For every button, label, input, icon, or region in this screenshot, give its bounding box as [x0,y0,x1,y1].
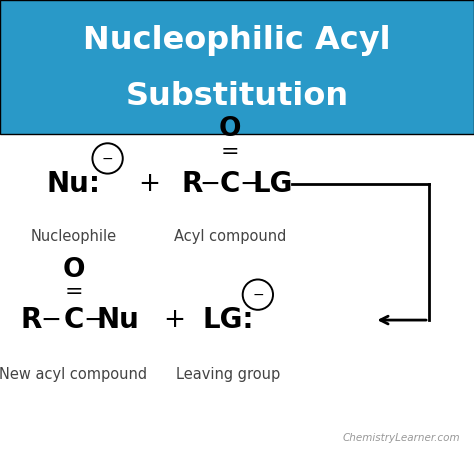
Text: Nu:: Nu: [46,170,100,198]
Text: −: − [83,308,104,332]
Text: Nucleophilic Acyl: Nucleophilic Acyl [83,25,391,56]
Text: ChemistryLearner.com: ChemistryLearner.com [342,433,460,443]
Text: −: − [102,152,113,165]
Text: Substitution: Substitution [126,81,348,112]
Text: =: = [64,282,83,302]
Text: −: − [239,172,260,196]
Text: Leaving group: Leaving group [176,367,281,382]
Text: +: + [138,171,160,197]
Text: LG:: LG: [203,306,254,334]
Text: C: C [220,170,240,198]
Text: −: − [252,288,264,301]
Text: R: R [20,306,42,334]
Text: −: − [200,172,220,196]
Text: New acyl compound: New acyl compound [0,367,147,382]
Text: R: R [181,170,203,198]
Text: O: O [219,116,241,143]
Text: Nu: Nu [96,306,139,334]
Text: +: + [164,307,185,333]
Text: =: = [220,142,239,162]
Text: LG: LG [252,170,293,198]
Text: O: O [62,257,85,283]
Text: C: C [64,306,83,334]
Text: Acyl compound: Acyl compound [173,228,286,244]
Text: Nucleophile: Nucleophile [30,228,117,244]
Text: −: − [41,308,62,332]
FancyBboxPatch shape [0,0,474,134]
